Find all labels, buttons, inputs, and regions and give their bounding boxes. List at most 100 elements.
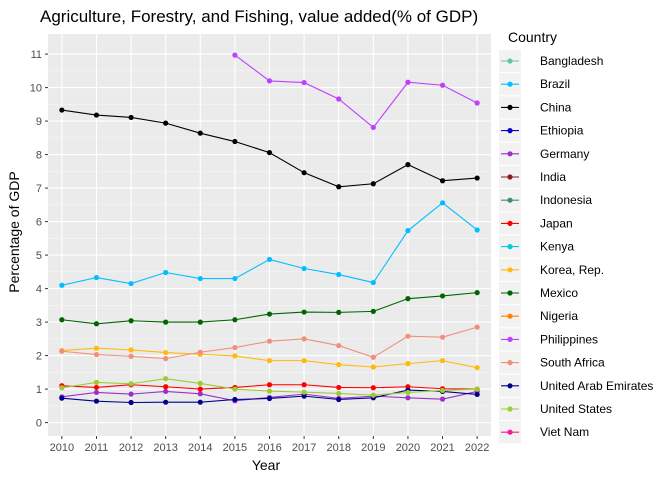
- data-point: [405, 79, 411, 85]
- data-point: [370, 308, 376, 314]
- data-point: [370, 124, 376, 131]
- data-point: [59, 107, 65, 113]
- y-tick-label: 1: [36, 384, 42, 396]
- data-point: [93, 379, 100, 385]
- legend-key-point: [507, 58, 513, 64]
- data-point: [93, 274, 100, 281]
- legend-key-point: [507, 81, 513, 87]
- legend-key-point: [507, 336, 513, 342]
- x-tick-label: 2018: [326, 442, 350, 454]
- data-point: [163, 356, 169, 362]
- data-point: [370, 385, 376, 391]
- data-point: [232, 344, 238, 351]
- y-tick-label: 9: [36, 116, 42, 128]
- legend-key-point: [507, 151, 513, 157]
- data-point: [439, 82, 446, 88]
- data-point: [93, 112, 100, 118]
- legend-label: United States: [540, 402, 612, 416]
- x-tick-label: 2022: [465, 442, 489, 454]
- legend-label: South Africa: [540, 356, 605, 370]
- data-point: [163, 269, 169, 276]
- x-tick-label: 2011: [85, 442, 109, 454]
- data-point: [301, 170, 307, 176]
- data-point: [439, 293, 446, 299]
- data-point: [93, 389, 100, 396]
- data-point: [301, 336, 307, 342]
- data-point: [93, 345, 100, 351]
- data-point: [59, 385, 65, 391]
- data-point: [405, 228, 411, 234]
- data-point: [405, 361, 411, 367]
- data-point: [301, 389, 307, 395]
- legend-key-point: [507, 104, 513, 110]
- x-tick-label: 2021: [430, 442, 454, 454]
- legend-label: Brazil: [540, 77, 570, 91]
- x-tick-label: 2012: [119, 442, 143, 454]
- x-tick-label: 2013: [153, 442, 177, 454]
- data-point: [405, 333, 411, 339]
- data-point: [439, 334, 446, 340]
- legend-key-point: [507, 360, 513, 366]
- data-point: [128, 347, 134, 353]
- data-point: [474, 365, 480, 371]
- data-point: [59, 317, 65, 323]
- legend-key-point: [507, 128, 513, 134]
- data-point: [336, 396, 342, 403]
- y-axis: 0 1 2 3 4 5 6 7 8 9 10 11: [30, 49, 48, 430]
- data-point: [266, 395, 273, 402]
- series-points: [59, 52, 480, 406]
- legend-label: Japan: [540, 216, 573, 230]
- data-point: [128, 114, 134, 121]
- data-point: [439, 387, 446, 394]
- data-point: [439, 396, 446, 402]
- data-point: [93, 398, 100, 404]
- chart-title: Agriculture, Forestry, and Fishing, valu…: [40, 7, 478, 26]
- legend-key-point: [507, 220, 513, 226]
- legend-label: United Arab Emirates: [540, 379, 653, 393]
- legend-key-point: [507, 244, 513, 250]
- data-point: [336, 342, 342, 349]
- data-point: [93, 321, 100, 327]
- data-point: [197, 391, 203, 397]
- data-point: [439, 358, 446, 364]
- data-point: [474, 227, 480, 233]
- data-point: [405, 162, 411, 168]
- data-point: [232, 386, 238, 392]
- data-point: [336, 271, 342, 278]
- data-point: [370, 354, 376, 360]
- data-point: [163, 349, 169, 356]
- data-point: [405, 389, 411, 396]
- legend-key-point: [507, 267, 513, 273]
- y-tick-label: 0: [36, 418, 42, 430]
- legend-title: Country: [508, 29, 557, 45]
- data-point: [232, 52, 238, 58]
- data-point: [197, 399, 203, 405]
- data-point: [197, 319, 203, 325]
- data-point: [301, 393, 307, 399]
- data-point: [128, 399, 134, 406]
- x-tick-label: 2015: [223, 442, 247, 454]
- x-tick-label: 2020: [396, 442, 420, 454]
- data-point: [128, 391, 134, 397]
- data-point: [93, 351, 100, 358]
- data-point: [370, 364, 376, 370]
- y-tick-label: 10: [30, 83, 42, 95]
- y-tick-label: 7: [36, 183, 42, 195]
- y-tick-label: 8: [36, 150, 42, 162]
- data-point: [266, 388, 273, 394]
- data-point: [197, 380, 203, 387]
- legend-key-point: [507, 290, 513, 296]
- data-point: [128, 353, 134, 359]
- legend-label: Philippines: [540, 332, 598, 346]
- y-tick-label: 2: [36, 351, 42, 363]
- data-point: [266, 256, 273, 263]
- data-point: [128, 280, 134, 287]
- series-line: [234, 54, 478, 129]
- legend-key-point: [507, 197, 513, 203]
- x-tick-label: 2019: [361, 442, 385, 454]
- data-point: [474, 386, 480, 392]
- data-point: [128, 381, 134, 387]
- legend-key-point: [507, 383, 513, 389]
- data-point: [474, 290, 480, 296]
